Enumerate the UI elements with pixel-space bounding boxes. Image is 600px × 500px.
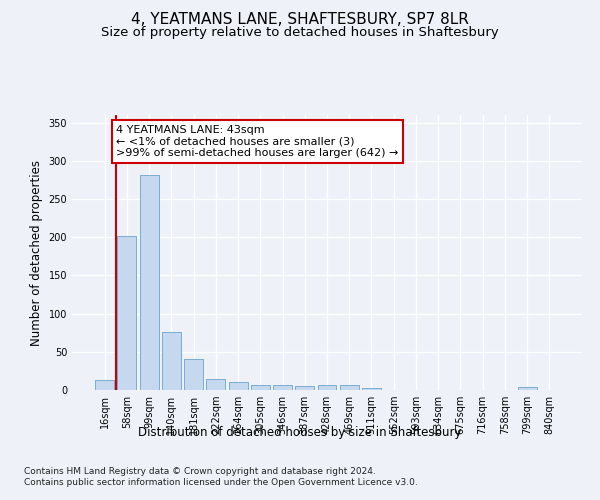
Bar	[95, 380, 114, 390]
Text: 4, YEATMANS LANE, SHAFTESBURY, SP7 8LR: 4, YEATMANS LANE, SHAFTESBURY, SP7 8LR	[131, 12, 469, 28]
Bar	[162, 332, 181, 390]
Text: Size of property relative to detached houses in Shaftesbury: Size of property relative to detached ho…	[101, 26, 499, 39]
Bar	[273, 384, 292, 390]
Bar	[295, 386, 314, 390]
Text: Distribution of detached houses by size in Shaftesbury: Distribution of detached houses by size …	[138, 426, 462, 439]
Bar	[229, 382, 248, 390]
Bar	[118, 236, 136, 390]
Bar	[340, 386, 359, 390]
Bar	[251, 384, 270, 390]
Bar	[140, 174, 158, 390]
Bar	[362, 388, 381, 390]
Text: Contains HM Land Registry data © Crown copyright and database right 2024.
Contai: Contains HM Land Registry data © Crown c…	[24, 468, 418, 487]
Bar	[206, 380, 225, 390]
Bar	[518, 387, 536, 390]
Y-axis label: Number of detached properties: Number of detached properties	[30, 160, 43, 346]
Bar	[184, 358, 203, 390]
Text: 4 YEATMANS LANE: 43sqm
← <1% of detached houses are smaller (3)
>99% of semi-det: 4 YEATMANS LANE: 43sqm ← <1% of detached…	[116, 125, 398, 158]
Bar	[317, 386, 337, 390]
